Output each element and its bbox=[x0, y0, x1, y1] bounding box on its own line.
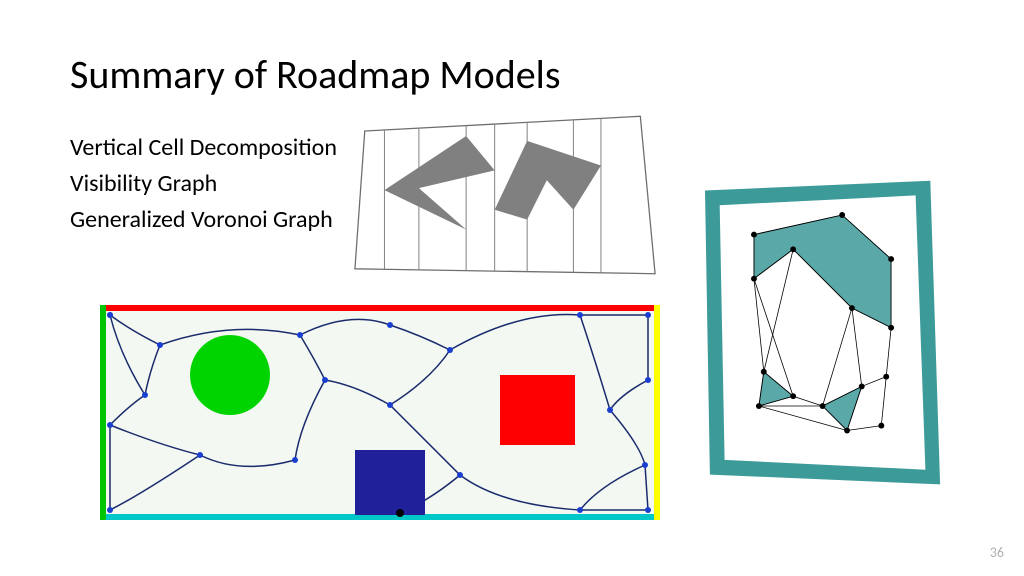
diagram-vertical-cell-decomposition bbox=[350, 110, 660, 280]
list-item: Vertical Cell Decomposition bbox=[70, 130, 337, 166]
diagram-visibility-graph bbox=[705, 175, 945, 495]
slide-title: Summary of Roadmap Models bbox=[70, 50, 560, 99]
page-number: 36 bbox=[990, 544, 1004, 561]
bullet-list: Vertical Cell Decomposition Visibility G… bbox=[70, 130, 337, 238]
list-item: Visibility Graph bbox=[70, 166, 337, 202]
list-item: Generalized Voronoi Graph bbox=[70, 202, 337, 238]
diagram-voronoi-graph bbox=[100, 305, 660, 520]
